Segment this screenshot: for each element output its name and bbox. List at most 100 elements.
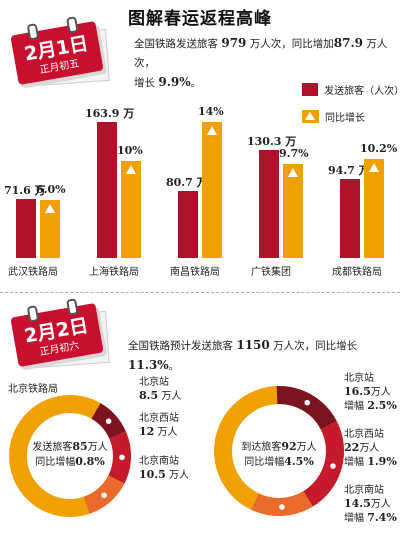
station-growth-label: 增幅: [344, 401, 364, 412]
chart-legend: 发送旅客（人次） 同比增长: [302, 82, 400, 124]
bar-growth-1: [121, 160, 141, 258]
bar-growth-label: 10.2%: [360, 141, 398, 155]
arrive-station-label-3: 北京南站 14.5万人 增幅 7.4%: [344, 484, 397, 525]
donut-send-chart: [9, 395, 131, 517]
center-value: 4.5%: [284, 455, 314, 468]
donut-marker-dot: [330, 463, 336, 469]
summary-text: 万人次，同比增加: [249, 38, 334, 50]
legend-swatch: [302, 83, 319, 96]
station-value: 10.5: [139, 468, 166, 481]
category-label: 成都铁路局: [332, 267, 382, 278]
center-label: 到达旅客: [241, 442, 282, 453]
donut-arrive-center: 到达旅客92万人 同比增幅4.5%: [232, 440, 326, 470]
arrive-station-label-2: 北京西站 22万人 增幅 1.9%: [344, 428, 397, 469]
summary-value: 9.9%: [158, 75, 191, 89]
station-unit: 万人: [157, 427, 178, 438]
summary-value: 979: [221, 36, 247, 50]
station-unit: 万人: [370, 387, 391, 398]
station-growth: 7.4%: [367, 511, 397, 524]
legend-label: 发送旅客（人次）: [324, 86, 400, 97]
donut-marker-dot: [105, 418, 112, 425]
bar-sent-label: 71.6 万: [4, 183, 46, 197]
legend-item-growth: 同比增长: [302, 109, 400, 124]
center-label: 同比增幅: [35, 457, 76, 468]
bar-growth-2: [202, 122, 222, 258]
station-name: 北京西站: [344, 429, 384, 440]
legend-item-sent: 发送旅客（人次）: [302, 82, 400, 97]
bar-chart: 71.6 万 6.0% 武汉铁路局 163.9 万 10% 上海铁路局 80.7 万 14% 南…: [4, 105, 398, 278]
bar-growth-label: 10%: [117, 143, 143, 157]
legend-label: 同比增长: [325, 113, 365, 124]
category-label: 广铁集团: [251, 267, 291, 278]
up-triangle-icon: [45, 203, 55, 213]
center-value: 92: [281, 440, 297, 453]
station-value: 16.5: [344, 385, 371, 398]
day1-summary: 全国铁路发送旅客 979 万人次，同比增加87.9 万人次， 增长 9.9%。: [134, 34, 390, 93]
summary-text: 。: [190, 77, 202, 89]
summary-text: 全国铁路预计发送旅客: [128, 340, 233, 352]
donut-send-center: 发送旅客85万人 同比增幅0.8%: [26, 440, 114, 470]
center-label: 发送旅客: [32, 442, 73, 453]
category-label: 上海铁路局: [89, 267, 139, 278]
center-value: 0.8%: [75, 455, 105, 468]
summary-value: 11.3%: [128, 358, 169, 372]
bar-sent-1: [97, 122, 117, 258]
category-label: 武汉铁路局: [8, 267, 58, 278]
send-station-label-3: 北京南站 10.5 万人: [139, 455, 189, 482]
donut-marker-dot: [304, 399, 311, 406]
station-growth-label: 增幅: [344, 513, 364, 524]
bar-growth-3: [283, 163, 303, 258]
station-growth: 2.5%: [367, 399, 397, 412]
summary-text: 万人次，: [134, 38, 388, 69]
summary-value: 87.9: [333, 36, 363, 50]
bar-sent-2: [178, 191, 198, 258]
bar-sent-label: 130.3 万: [247, 134, 297, 148]
arrive-station-label-1: 北京站 16.5万人 增幅 2.5%: [344, 372, 397, 413]
bar-sent-4: [340, 179, 360, 258]
donut-segment: [83, 474, 125, 514]
station-value: 22: [344, 441, 360, 454]
bureau-label: 北京铁路局: [8, 384, 58, 395]
section-divider: [0, 292, 400, 293]
up-triangle-icon: [305, 112, 315, 120]
bar-growth-label: 6.0%: [36, 182, 66, 196]
up-triangle-icon: [288, 167, 298, 177]
station-name: 北京站: [344, 373, 374, 384]
bar-growth-label: 14%: [198, 105, 224, 118]
station-unit: 万人: [168, 470, 189, 481]
station-name: 北京西站: [139, 413, 179, 424]
calendar-day2: 2月2日 正月初六: [10, 298, 110, 370]
summary-value: 1150: [236, 338, 270, 352]
station-unit: 万人: [161, 391, 182, 402]
donut-marker-dot: [119, 454, 125, 461]
donut-arrive-chart: [214, 386, 344, 516]
center-unit: 万人: [87, 442, 108, 453]
bar-sent-0: [16, 198, 36, 258]
summary-text: 增长: [134, 77, 155, 89]
donut-segment: [276, 386, 337, 430]
bar-sent-label: 94.7 万: [328, 164, 370, 178]
up-triangle-icon: [369, 162, 379, 172]
send-station-label-1: 北京站 8.5 万人: [139, 376, 181, 403]
summary-text: 。: [168, 360, 180, 372]
station-name: 北京站: [139, 377, 169, 388]
station-growth-label: 增幅: [344, 457, 364, 468]
donut-marker-dot: [101, 492, 107, 499]
page-title: 图解春运返程高峰: [128, 9, 272, 29]
center-unit: 万人: [296, 442, 317, 453]
center-value: 85: [72, 440, 88, 453]
bar-growth-0: [40, 199, 60, 258]
station-value: 8.5: [139, 389, 159, 402]
center-label: 同比增幅: [244, 457, 285, 468]
station-unit: 万人: [359, 443, 380, 454]
station-value: 12: [139, 425, 155, 438]
bar-sent-3: [259, 149, 279, 258]
summary-text: 万人次，同比增长: [273, 340, 358, 352]
day2-summary: 全国铁路预计发送旅客 1150 万人次，同比增长 11.3%。: [128, 336, 396, 376]
bar-sent-label: 163.9 万: [85, 107, 135, 120]
send-station-label-2: 北京西站 12 万人: [139, 412, 179, 439]
donut-marker-dot: [279, 504, 285, 510]
up-triangle-icon: [207, 126, 217, 135]
station-growth: 1.9%: [367, 455, 397, 468]
legend-swatch: [302, 110, 319, 123]
